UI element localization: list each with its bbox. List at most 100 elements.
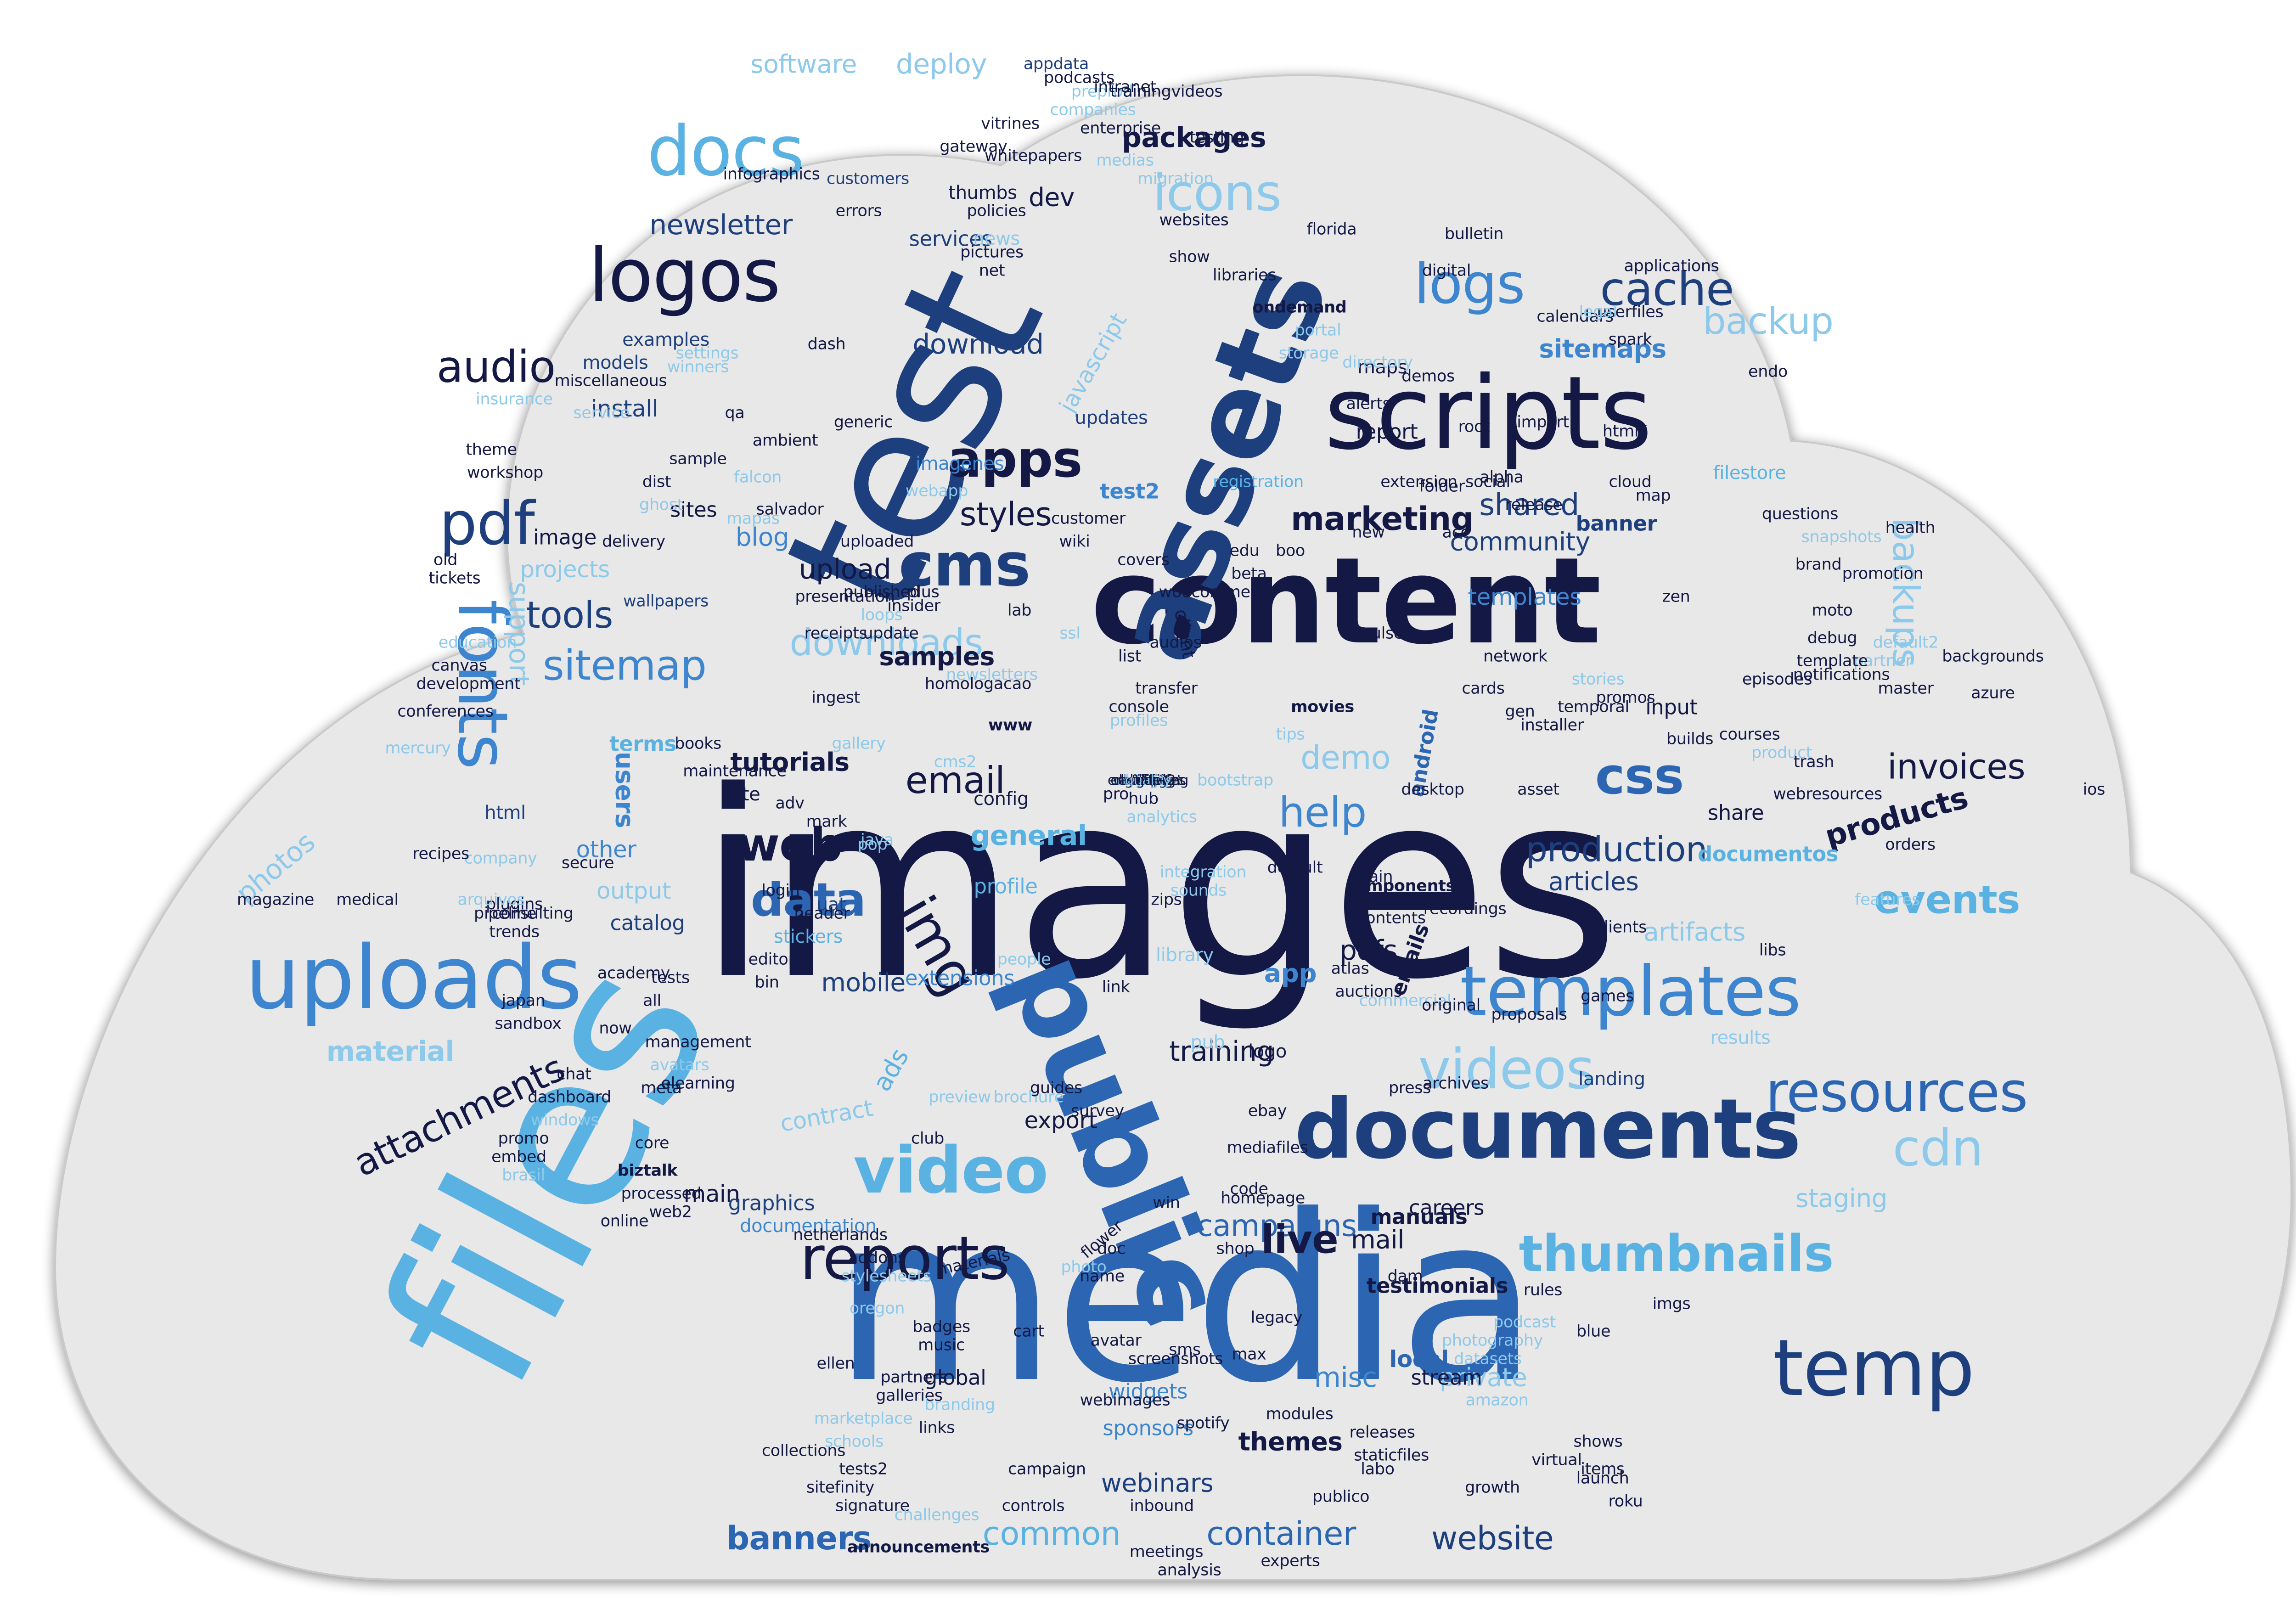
cloud-word-126: terms: [609, 731, 676, 756]
cloud-word-384: bootstrap: [1197, 771, 1273, 790]
cloud-word-375: podcasts: [1044, 68, 1114, 87]
cloud-word-168: demos: [1401, 367, 1455, 386]
cloud-word-211: hub: [1128, 789, 1159, 808]
cloud-word-307: sms: [1169, 1340, 1201, 1359]
cloud-word-434: quality: [1125, 772, 1171, 788]
cloud-word-6: scripts: [1324, 354, 1652, 472]
cloud-word-251: press: [1388, 1079, 1431, 1097]
cloud-word-153: errors: [835, 202, 882, 220]
cloud-word-67: artifacts: [1643, 917, 1745, 947]
cloud-word-213: desktop: [1401, 780, 1464, 799]
cloud-word-418: tmp: [1134, 772, 1162, 788]
cloud-word-406: adv: [775, 794, 805, 813]
cloud-word-243: orders: [1885, 835, 1936, 854]
cloud-word-345: trends: [489, 923, 540, 941]
cloud-word-34: data: [750, 873, 866, 927]
cloud-word-105: sponsors: [1103, 1416, 1193, 1440]
cloud-word-70: material: [326, 1035, 455, 1068]
cloud-word-365: generic: [833, 413, 893, 432]
cloud-word-335: announcements: [847, 1538, 990, 1557]
cloud-word-258: tests: [651, 968, 690, 987]
cloud-word-62: blog: [735, 522, 789, 552]
cloud-word-60: sitemaps: [1539, 334, 1666, 364]
cloud-word-164: legal: [1579, 303, 1617, 321]
cloud-word-327: virtual: [1531, 1451, 1582, 1469]
cloud-word-300: legacy: [1250, 1308, 1303, 1327]
cloud-word-49: common: [982, 1515, 1121, 1553]
cloud-word-424: coffee: [1127, 772, 1169, 788]
cloud-word-381: notifications: [1793, 665, 1890, 684]
cloud-word-326: growth: [1465, 1478, 1520, 1497]
cloud-word-373: receipts: [804, 624, 867, 643]
cloud-word-154: show: [1169, 248, 1210, 266]
cloud-word-167: directory: [1342, 353, 1413, 372]
cloud-word-280: netherlands: [793, 1226, 888, 1244]
cloud-word-114: profile: [974, 874, 1038, 899]
cloud-word-184: covers: [1117, 551, 1170, 569]
cloud-word-1: media: [833, 1166, 1539, 1433]
cloud-word-293: homepage: [1221, 1189, 1305, 1208]
cloud-word-376: intranet: [1093, 78, 1157, 96]
cloud-word-267: promo: [498, 1129, 549, 1148]
cloud-word-279: online: [600, 1212, 649, 1231]
cloud-word-56: deploy: [895, 48, 987, 80]
cloud-word-51: banners: [726, 1519, 872, 1557]
cloud-word-112: share: [1707, 800, 1764, 825]
cloud-word-171: import: [1517, 413, 1569, 432]
cloud-word-226: questions: [1761, 505, 1839, 523]
cloud-word-250: archives: [1423, 1074, 1489, 1093]
cloud-word-298: imgs: [1652, 1294, 1691, 1313]
cloud-word-22: cdn: [1892, 1119, 1984, 1177]
cloud-word-272: processed: [621, 1184, 702, 1203]
cloud-word-278: web2: [649, 1203, 692, 1221]
cloud-word-82: ads: [867, 1043, 915, 1097]
cloud-word-344: pipeline: [473, 904, 537, 923]
cloud-word-393: list: [1118, 647, 1142, 666]
cloud-word-185: woocommerce: [1159, 583, 1275, 602]
cloud-word-301: photography: [1441, 1331, 1543, 1350]
cloud-word-398: default2: [1873, 633, 1939, 652]
cloud-word-143: preprod: [1071, 82, 1133, 101]
cloud-word-253: commercial: [1359, 991, 1452, 1010]
cloud-word-349: medical: [336, 890, 399, 909]
cloud-word-31: email: [905, 759, 1005, 802]
cloud-word-187: old: [433, 551, 458, 569]
cloud-word-329: items: [1581, 1460, 1625, 1479]
cloud-word-426: subtitles: [1119, 772, 1177, 788]
cloud-word-322: spotify: [1176, 1414, 1230, 1433]
cloud-word-186: beta: [1231, 564, 1267, 583]
cloud-word-35: help: [1278, 788, 1367, 837]
cloud-word-331: launch: [1576, 1469, 1629, 1488]
cloud-word-249: proposals: [1491, 1005, 1567, 1024]
cloud-word-231: pulse: [1361, 624, 1404, 643]
cloud-word-264: chat: [557, 1065, 591, 1084]
cloud-word-200: ingest: [811, 688, 860, 707]
cloud-word-122: pub: [1190, 1032, 1225, 1053]
cloud-word-84: app: [1264, 958, 1317, 988]
cloud-word-429: layouts: [1123, 772, 1173, 788]
cloud-word-291: win: [1153, 1193, 1180, 1212]
cloud-word-362: salvador: [756, 500, 824, 519]
cloud-word-102: careers: [1409, 1195, 1484, 1220]
cloud-word-409: net: [979, 261, 1005, 280]
cloud-word-217: webresources: [1773, 785, 1882, 804]
cloud-word-47: live: [1261, 1217, 1339, 1263]
cloud-word-306: avatar: [1090, 1331, 1142, 1350]
cloud-word-320: signature: [835, 1497, 910, 1515]
cloud-word-387: mark: [806, 812, 847, 831]
cloud-word-414: skin: [1134, 772, 1162, 788]
cloud-word-420: russell: [1126, 772, 1170, 788]
cloud-word-318: tests2: [839, 1460, 888, 1479]
cloud-word-81: dev: [1029, 182, 1075, 212]
cloud-word-254: original: [1421, 996, 1481, 1015]
cloud-word-360: ghost: [639, 495, 684, 514]
cloud-word-88: contract: [778, 1094, 875, 1137]
cloud-word-302: podcast: [1493, 1313, 1556, 1332]
cloud-word-215: ios: [2082, 780, 2105, 799]
cloud-word-389: pop: [857, 835, 888, 854]
cloud-word-416: ark: [1137, 772, 1159, 788]
cloud-word-304: ellen: [816, 1354, 855, 1373]
cloud-word-358: dist: [642, 473, 671, 491]
cloud-word-366: uploaded: [840, 532, 914, 551]
cloud-word-289: name: [1080, 1267, 1125, 1286]
